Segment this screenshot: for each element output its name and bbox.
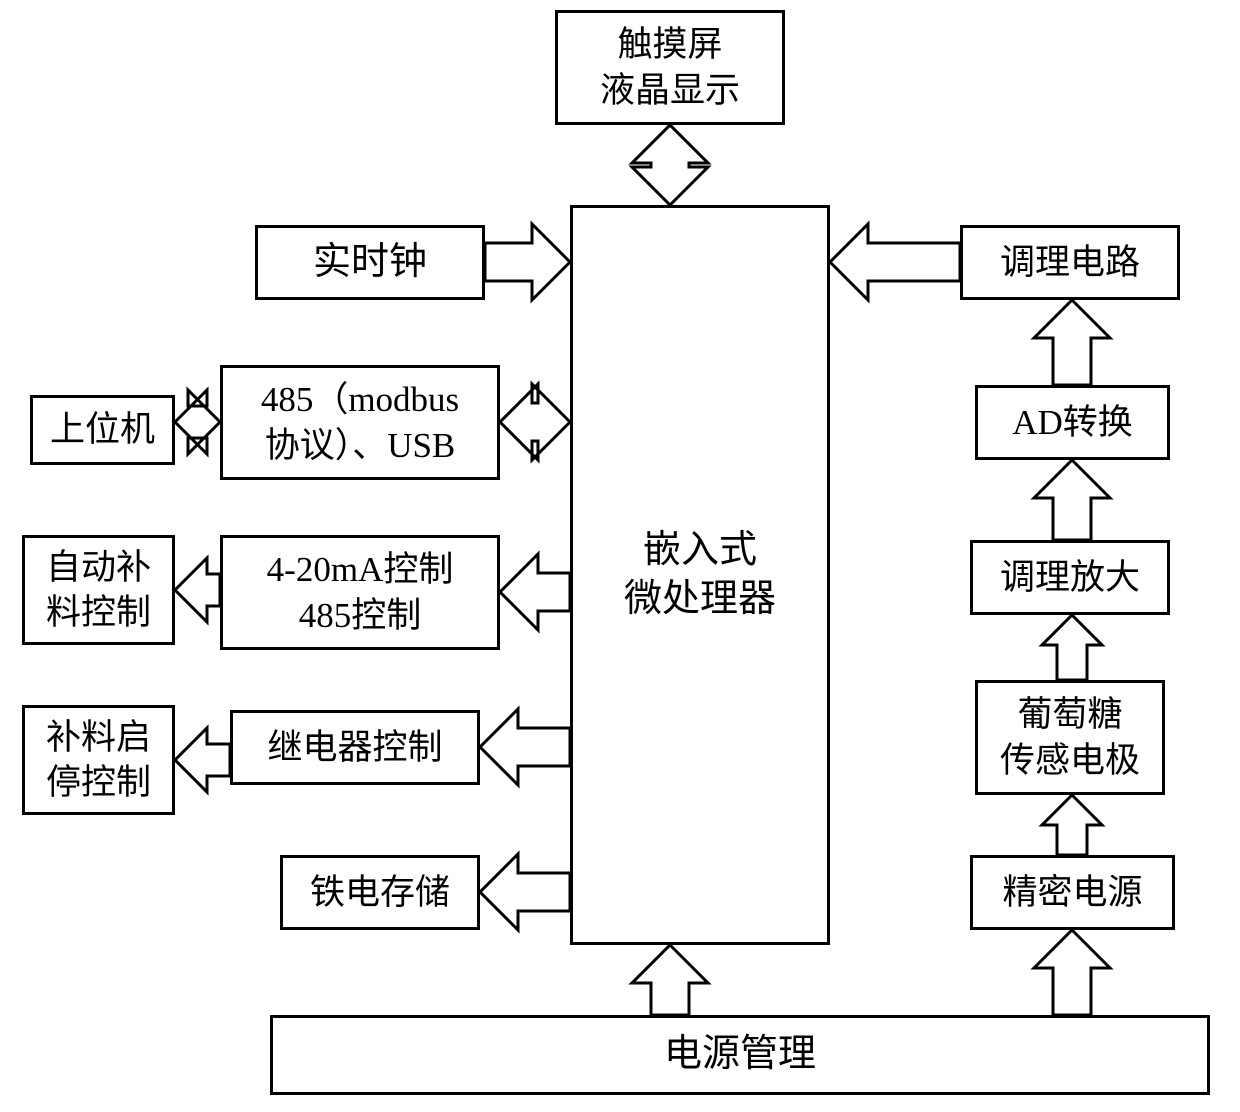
node-host: 上位机 <box>30 395 175 465</box>
node-fram: 铁电存储 <box>280 855 480 930</box>
node-ad_conv: AD转换 <box>975 385 1170 460</box>
node-cond_circuit: 调理电路 <box>960 225 1180 300</box>
node-power_mgmt: 电源管理 <box>270 1015 1210 1095</box>
node-auto_feed: 自动补 料控制 <box>22 535 175 645</box>
node-glucose: 葡萄糖 传感电极 <box>975 680 1165 795</box>
node-cond_amp: 调理放大 <box>970 540 1170 615</box>
node-ctrl_4_20: 4-20mA控制 485控制 <box>220 535 500 650</box>
node-touchscreen: 触摸屏 液晶显示 <box>555 10 785 125</box>
node-feed_startstop: 补料启 停控制 <box>22 705 175 815</box>
node-prec_power: 精密电源 <box>970 855 1175 930</box>
node-mcu: 嵌入式 微处理器 <box>570 205 830 945</box>
node-rtc: 实时钟 <box>255 225 485 300</box>
node-relay: 继电器控制 <box>230 710 480 785</box>
node-protocol: 485（modbus 协议）、USB <box>220 365 500 480</box>
